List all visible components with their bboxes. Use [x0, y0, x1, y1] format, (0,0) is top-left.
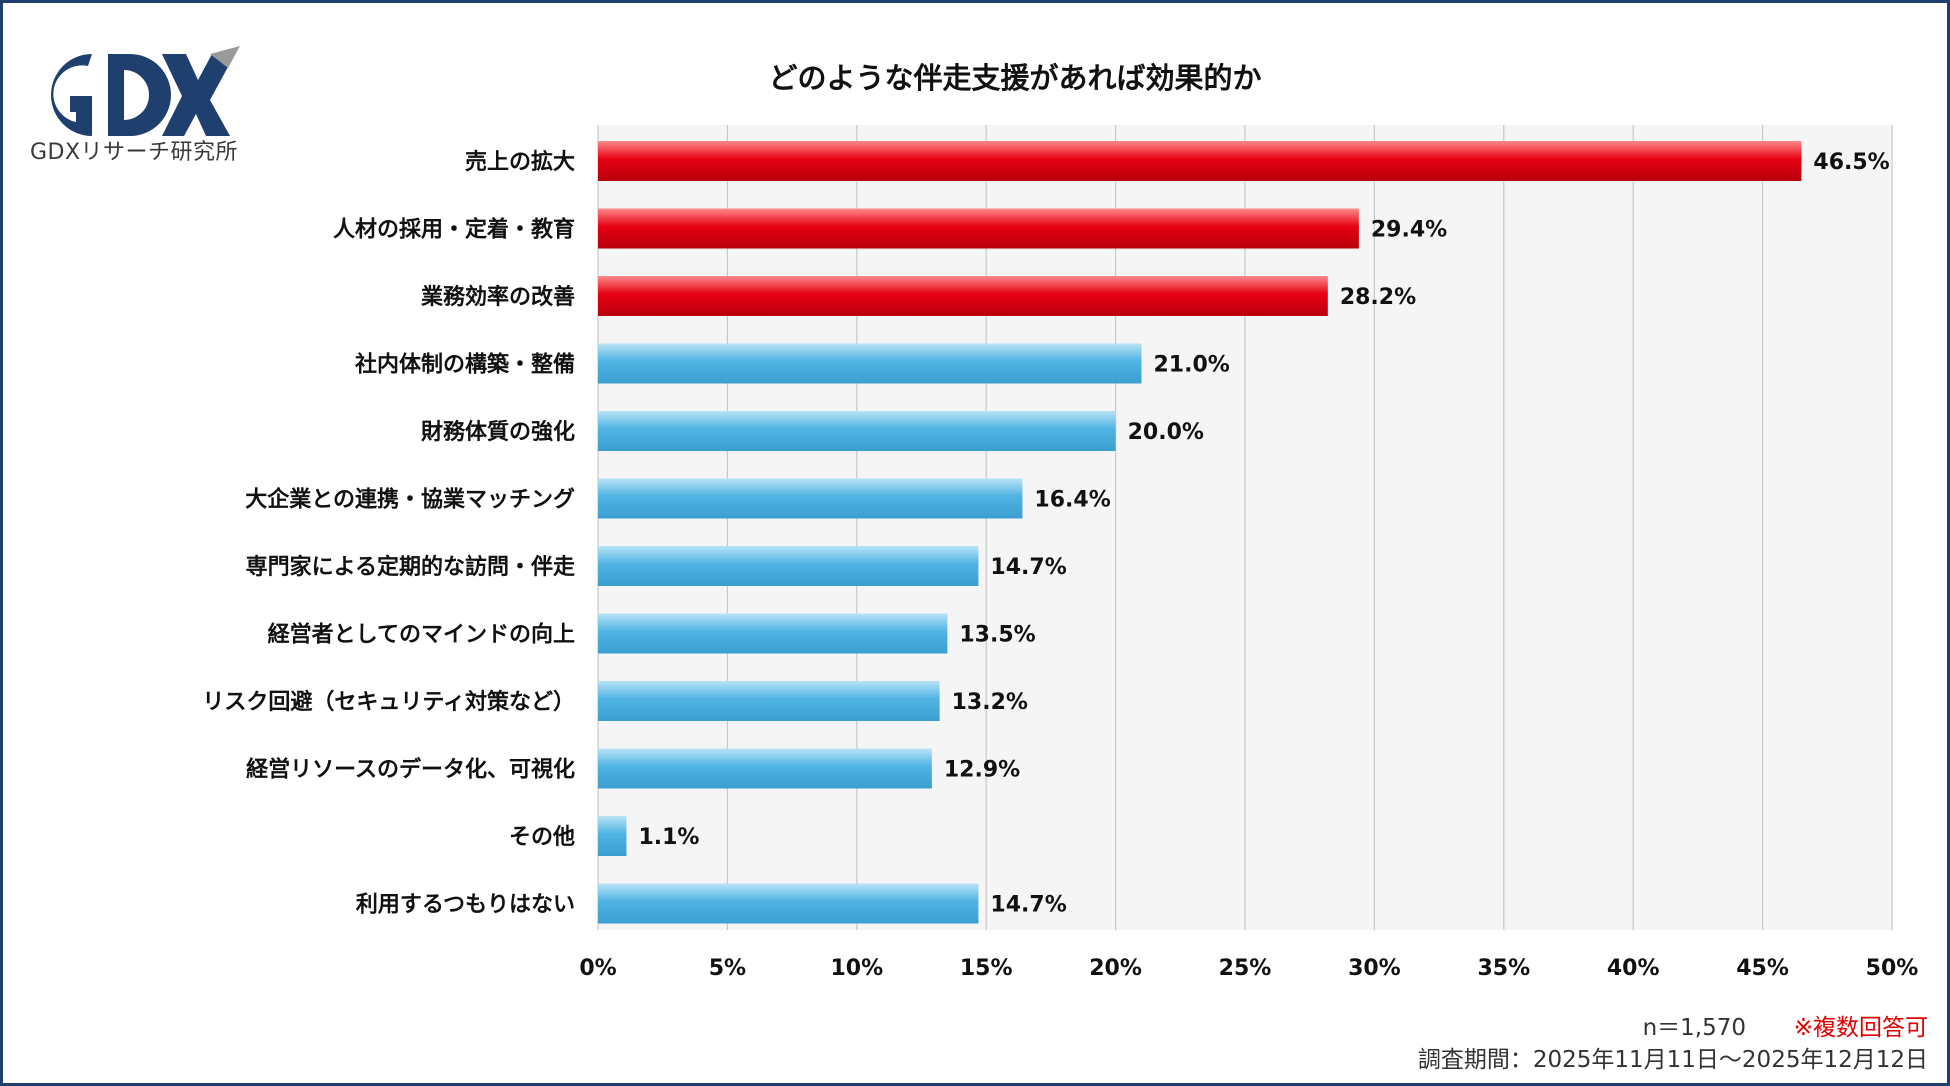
category-label: その他 [509, 825, 575, 850]
value-label: 13.5% [959, 623, 1035, 648]
bar [598, 478, 1023, 519]
category-label: 専門家による定期的な訪問・伴走 [246, 554, 575, 580]
category-label: 大企業との連携・協業マッチング [245, 487, 575, 513]
value-label: 14.7% [990, 555, 1066, 580]
x-tick-label: 50% [1866, 956, 1919, 981]
x-tick-label: 25% [1219, 956, 1272, 981]
bar [598, 343, 1142, 384]
category-label: 経営リソースのデータ化、可視化 [246, 757, 575, 783]
multiple-answers-note: ※複数回答可 [1793, 1015, 1928, 1041]
category-label: リスク回避（セキュリティ対策など） [202, 689, 575, 715]
logo-caption: GDXリサーチ研究所 [30, 140, 239, 165]
value-label: 20.0% [1128, 420, 1204, 445]
bar [598, 411, 1116, 451]
value-label: 14.7% [990, 893, 1066, 918]
logo-letter-x [162, 54, 235, 136]
x-tick-label: 35% [1477, 956, 1530, 981]
x-tick-label: 5% [709, 956, 746, 981]
value-label: 16.4% [1034, 488, 1110, 513]
value-label: 12.9% [944, 758, 1020, 783]
bar [598, 883, 979, 924]
category-label: 業務効率の改善 [421, 284, 575, 310]
logo-letter-d [108, 54, 171, 136]
category-label: 社内体制の構築・整備 [355, 352, 575, 378]
x-tick-label: 0% [579, 956, 616, 981]
x-tick-label: 20% [1089, 956, 1142, 981]
survey-period-note: 調査期間：2025年11月11日～2025年12月12日 [1417, 1047, 1928, 1073]
value-label: 29.4% [1371, 218, 1447, 243]
logo-letter-g [50, 54, 92, 136]
bar [598, 748, 932, 789]
x-tick-label: 45% [1736, 956, 1789, 981]
category-label: 利用するつもりはない [356, 893, 575, 918]
x-tick-label: 10% [830, 956, 883, 981]
category-label: 売上の拡大 [465, 149, 575, 175]
value-label: 46.5% [1813, 150, 1889, 175]
value-label: 28.2% [1340, 285, 1416, 310]
category-label: 人材の採用・定着・教育 [333, 217, 575, 243]
x-tick-label: 40% [1607, 956, 1660, 981]
x-tick-label: 30% [1348, 956, 1401, 981]
x-tick-label: 15% [960, 956, 1013, 981]
bar [598, 546, 979, 586]
value-label: 1.1% [638, 825, 699, 850]
category-label: 経営者としてのマインドの向上 [268, 622, 575, 648]
value-label: 13.2% [952, 690, 1028, 715]
bar [598, 208, 1359, 249]
value-label: 21.0% [1153, 353, 1229, 378]
bar [598, 276, 1328, 316]
sample-size-note: n＝1,570 [1642, 1015, 1746, 1041]
logo-accent-stroke [210, 46, 240, 68]
gdx-logo [50, 46, 240, 136]
bar [598, 613, 948, 654]
bar [598, 681, 940, 721]
bar [598, 816, 627, 856]
chart-title: どのような伴走支援があれば効果的か [768, 61, 1262, 95]
bar [598, 141, 1802, 181]
category-label: 財務体質の強化 [421, 419, 575, 445]
